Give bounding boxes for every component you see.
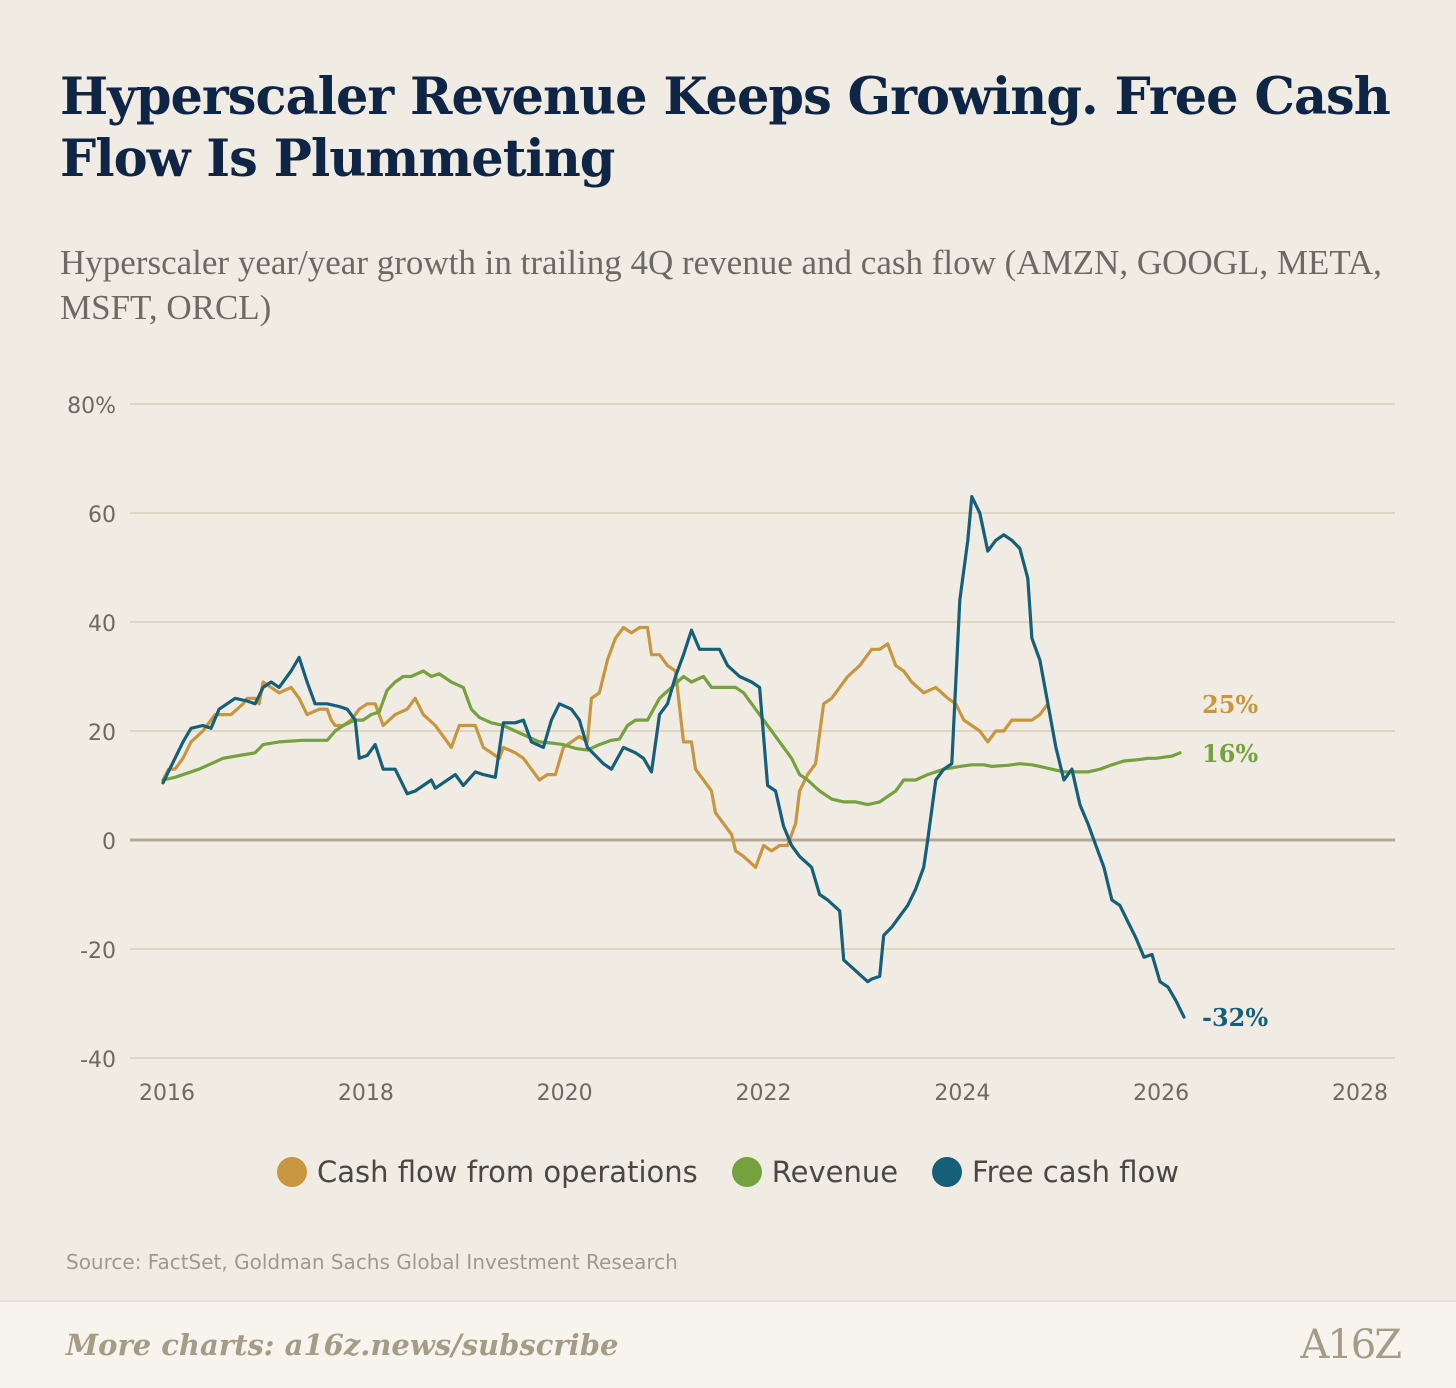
end-label-cash-flow-from-operations: 25%: [1202, 690, 1258, 719]
end-label-free-cash-flow: -32%: [1202, 1003, 1268, 1032]
source-note: Source: FactSet, Goldman Sachs Global In…: [66, 1250, 678, 1274]
end-label-revenue: 16%: [1202, 739, 1258, 768]
legend-item: Free cash flow: [932, 1155, 1179, 1189]
series-line-revenue: [161, 669, 1182, 807]
legend-swatch: [277, 1157, 308, 1187]
x-tick-label: 2024: [934, 1081, 990, 1106]
x-tick-label: 2022: [736, 1081, 792, 1106]
legend-label: Free cash flow: [972, 1155, 1179, 1189]
footer-bar: More charts: a16z.news/subscribe A16Z: [0, 1300, 1456, 1388]
legend-swatch: [731, 1157, 762, 1187]
legend-item: Cash flow from operations: [277, 1155, 698, 1189]
legend-label: Revenue: [771, 1155, 899, 1189]
y-tick-label: 60: [88, 503, 116, 528]
x-tick-label: 2020: [537, 1081, 593, 1106]
subscribe-link[interactable]: More charts: a16z.news/subscribe: [66, 1328, 619, 1362]
y-tick-label: 80%: [67, 394, 116, 419]
series-lines: [161, 495, 1186, 1019]
x-tick-label: 2016: [139, 1081, 195, 1106]
a16z-logo: A16Z: [1300, 1322, 1402, 1368]
y-axis-labels: -40 -20 0 20 40 60 80%: [67, 394, 116, 1073]
x-tick-label: 2028: [1332, 1081, 1388, 1106]
y-tick-label: -40: [80, 1048, 116, 1073]
legend-swatch: [932, 1157, 963, 1187]
y-tick-label: 0: [102, 830, 116, 855]
x-axis-labels: 2016 2018 2020 2022 2024 2026 2028: [139, 1081, 1388, 1106]
series-line-free-cash-flow: [161, 495, 1186, 1019]
chart-title: Hyperscaler Revenue Keeps Growing. Free …: [60, 67, 1391, 189]
grid-lines: [130, 403, 1395, 1059]
series-end-labels: 25% 16% -32%: [1202, 690, 1268, 1032]
line-chart: -40 -20 0 20 40 60 80% 2016 2018 2020 2022 2024 202…: [67, 394, 1395, 1106]
y-tick-label: -20: [80, 939, 116, 964]
x-tick-label: 2018: [338, 1081, 394, 1106]
legend-item: Revenue: [731, 1155, 899, 1189]
y-tick-label: 40: [88, 612, 116, 637]
x-tick-label: 2026: [1133, 1081, 1189, 1106]
chart-legend: Cash flow from operations Revenue Free cas…: [0, 1155, 1456, 1189]
y-tick-label: 20: [88, 721, 116, 746]
series-line-cash-flow-from-operations: [161, 625, 1050, 869]
chart-subtitle: Hyperscaler year/year growth in trailing…: [60, 243, 1382, 327]
legend-label: Cash flow from operations: [317, 1155, 698, 1189]
